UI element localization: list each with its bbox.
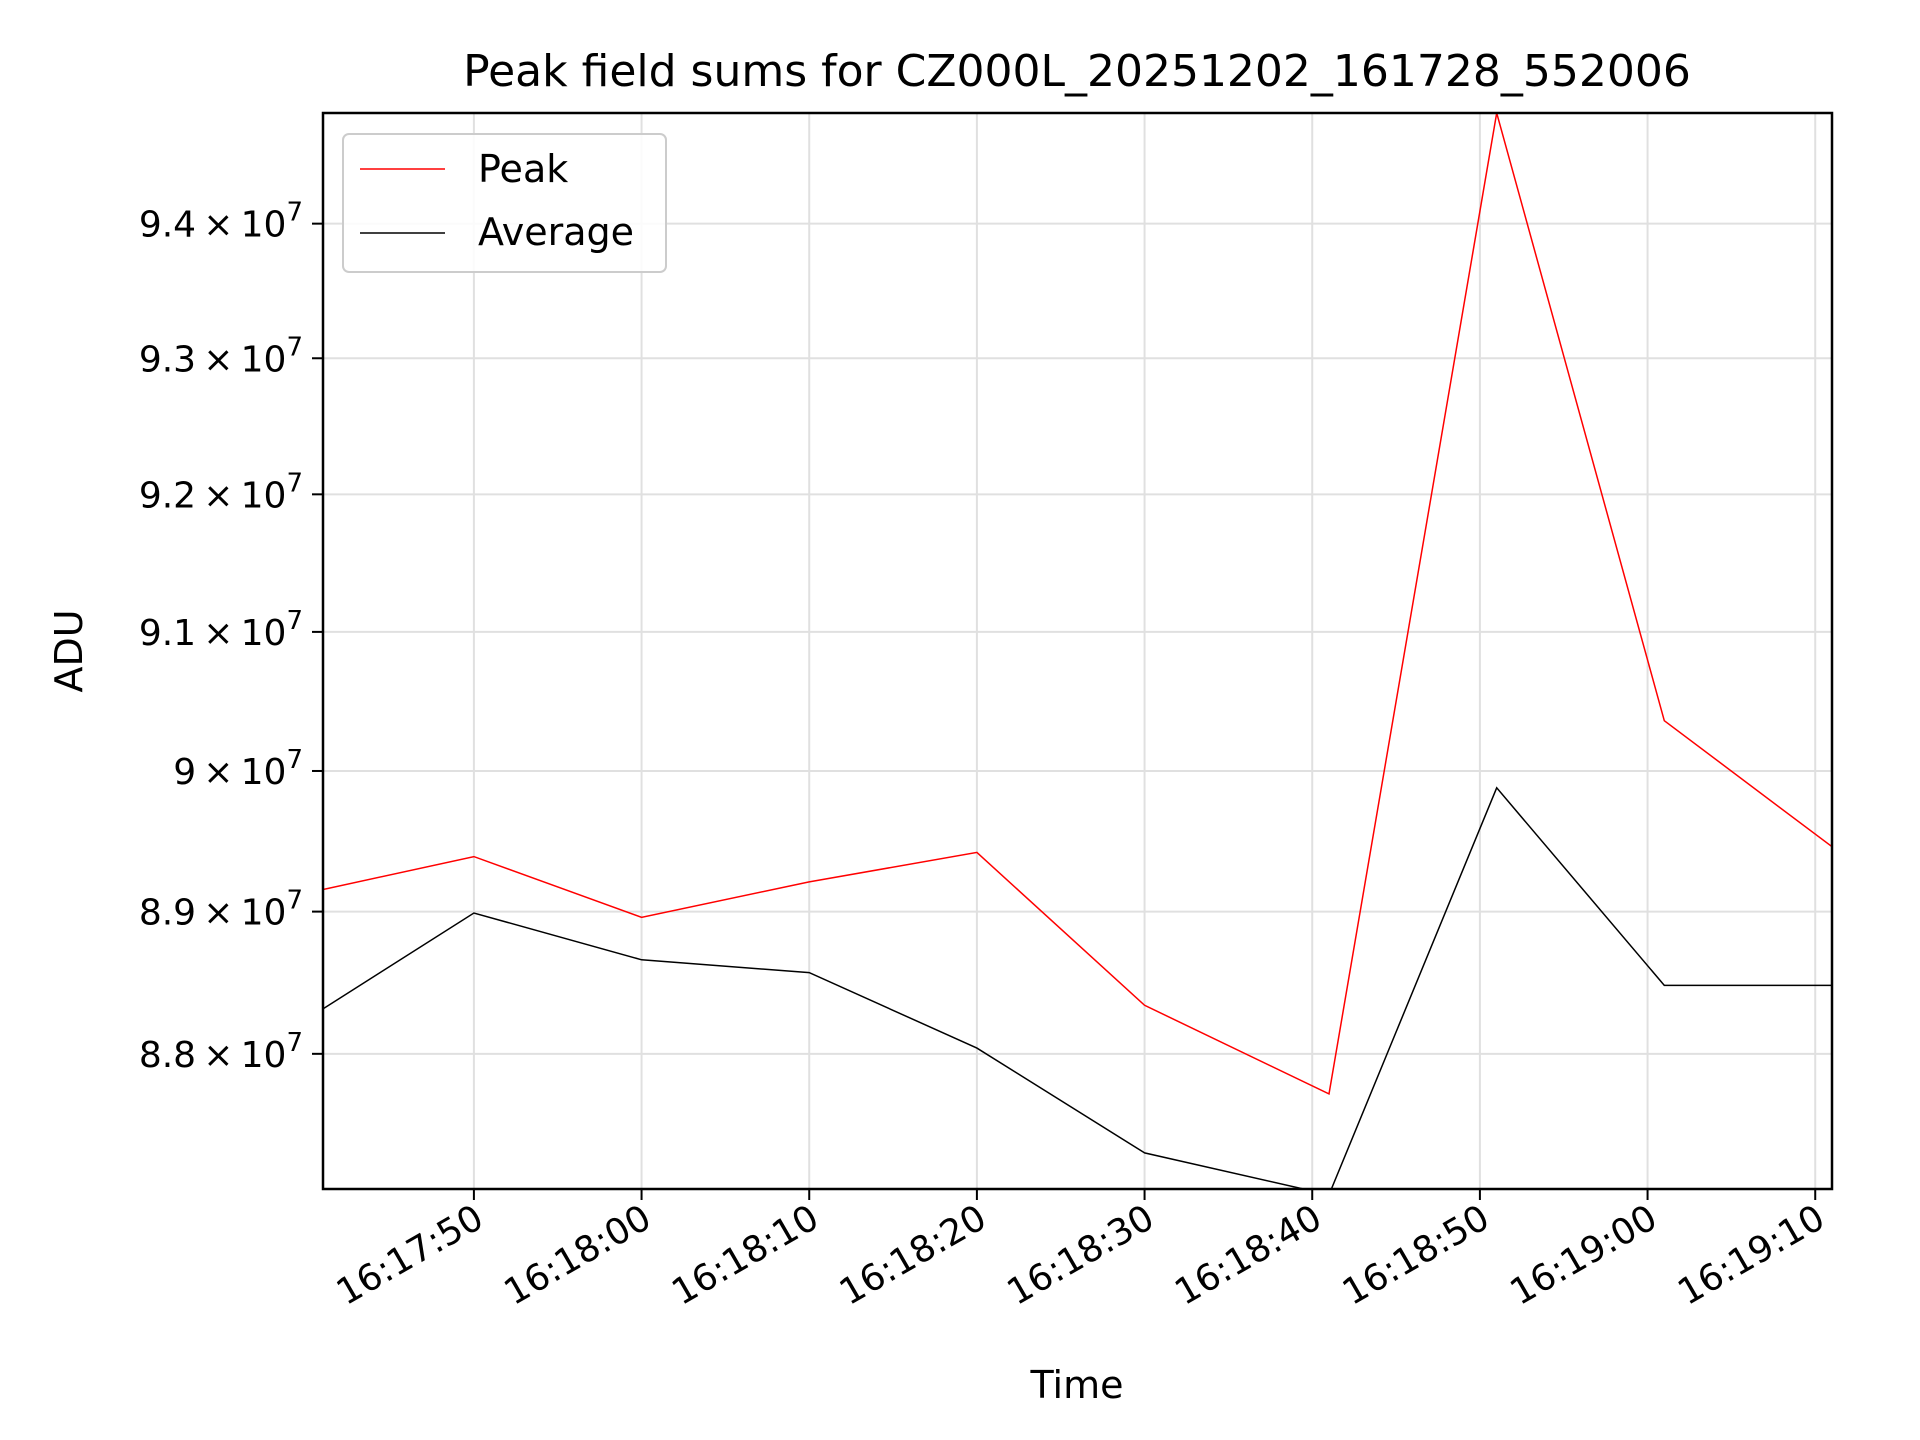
y-tick-label: 8.8 × 107: [139, 1028, 303, 1076]
y-tick-mantissa: 9.1: [139, 613, 196, 654]
plot-frame: [321, 111, 1834, 1191]
y-axis-label: ADU: [47, 609, 91, 692]
y-tick-exponent: 7: [286, 606, 303, 636]
legend-label-peak: Peak: [478, 147, 568, 191]
y-tick-mantissa: 8.8: [139, 1035, 196, 1076]
y-tick-exponent: 7: [286, 332, 303, 362]
series-line-peak: [323, 113, 1832, 1096]
y-tick-label: 9.1 × 107: [139, 606, 303, 654]
y-tick-base: 10: [241, 205, 287, 246]
series-layer: [323, 113, 1832, 1189]
y-tick-base: 10: [241, 339, 287, 380]
y-tick-exponent: 7: [286, 468, 303, 498]
y-tick-mantissa: 8.9: [139, 893, 196, 934]
y-tick-base: 10: [241, 613, 287, 654]
y-tick-label: 8.9 × 107: [139, 886, 303, 934]
legend-label-average: Average: [478, 210, 634, 254]
y-tick-label: 9.4 × 107: [139, 198, 303, 246]
y-tick-mantissa: 9.2: [139, 475, 196, 516]
y-tick-times: ×: [196, 752, 241, 793]
chart-title: Peak field sums for CZ000L_20251202_1617…: [463, 46, 1691, 97]
y-tick-base: 10: [241, 1035, 287, 1076]
legend: Peak Average: [342, 133, 667, 273]
y-tick-times: ×: [196, 339, 241, 380]
y-tick-label: 9 × 107: [173, 745, 303, 793]
y-tick-times: ×: [196, 475, 241, 516]
y-tick-label: 9.2 × 107: [139, 468, 303, 516]
y-tick-exponent: 7: [286, 1028, 303, 1058]
y-tick-label: 9.3 × 107: [139, 332, 303, 380]
y-tick-mantissa: 9.4: [139, 205, 196, 246]
y-tick-times: ×: [196, 613, 241, 654]
y-tick-exponent: 7: [286, 886, 303, 916]
y-tick-mantissa: 9: [173, 752, 196, 793]
y-tick-mantissa: 9.3: [139, 339, 196, 380]
y-tick-exponent: 7: [286, 198, 303, 228]
y-tick-base: 10: [241, 893, 287, 934]
series-line-average: [323, 786, 1832, 1189]
y-tick-base: 10: [241, 752, 287, 793]
grid: [323, 113, 1832, 1189]
x-axis-label: Time: [1030, 1363, 1124, 1407]
y-tick-exponent: 7: [286, 745, 303, 775]
y-tick-times: ×: [196, 205, 241, 246]
y-tick-times: ×: [196, 1035, 241, 1076]
y-tick-times: ×: [196, 893, 241, 934]
y-tick-base: 10: [241, 475, 287, 516]
